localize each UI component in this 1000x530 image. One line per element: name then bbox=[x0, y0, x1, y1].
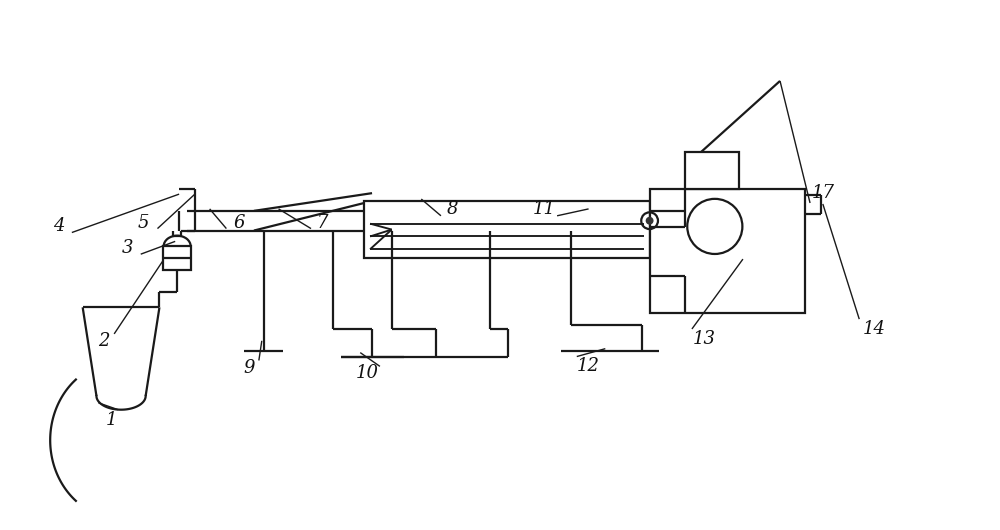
Text: 11: 11 bbox=[533, 200, 556, 218]
Bar bbox=[364, 201, 650, 258]
Bar bbox=[163, 246, 191, 270]
Text: 10: 10 bbox=[356, 364, 379, 382]
Text: 8: 8 bbox=[447, 200, 459, 218]
Text: 7: 7 bbox=[317, 214, 329, 232]
Text: 14: 14 bbox=[863, 320, 886, 338]
Text: 2: 2 bbox=[99, 332, 110, 350]
Text: 17: 17 bbox=[811, 184, 834, 202]
Text: 4: 4 bbox=[53, 217, 65, 235]
Text: 12: 12 bbox=[577, 357, 600, 375]
Text: 5: 5 bbox=[138, 214, 149, 232]
Text: 3: 3 bbox=[122, 239, 134, 257]
Text: 1: 1 bbox=[105, 411, 117, 429]
Text: 13: 13 bbox=[693, 330, 716, 348]
Circle shape bbox=[646, 217, 654, 225]
Text: 9: 9 bbox=[243, 359, 255, 377]
Bar bbox=[685, 152, 739, 189]
Text: 6: 6 bbox=[233, 214, 245, 232]
Bar bbox=[650, 189, 805, 313]
